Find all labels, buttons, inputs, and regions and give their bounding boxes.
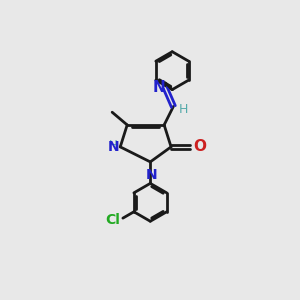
Text: O: O [193, 140, 206, 154]
Text: Cl: Cl [106, 212, 121, 226]
Text: N: N [152, 80, 165, 95]
Text: H: H [178, 103, 188, 116]
Text: H: H [109, 139, 117, 152]
Text: N: N [146, 168, 157, 182]
Text: N: N [107, 140, 119, 154]
